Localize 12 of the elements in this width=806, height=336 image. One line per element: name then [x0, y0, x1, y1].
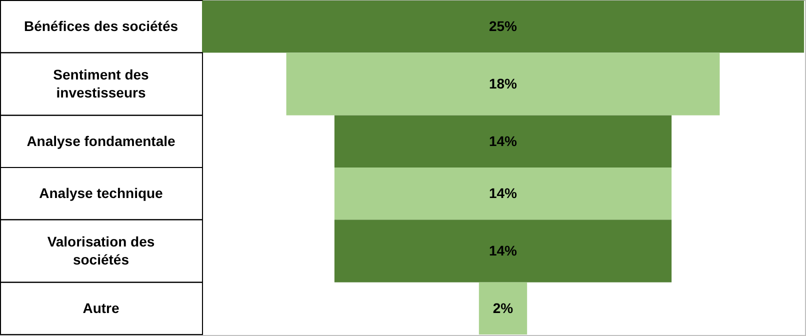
category-label: Analyse technique — [39, 185, 164, 202]
data-label: 25% — [488, 18, 518, 34]
category-label: Bénéfices des sociétés — [24, 18, 178, 34]
data-label: 14% — [488, 185, 518, 202]
category-label: Sentiment des investisseurs — [53, 66, 150, 100]
data-label: 14% — [488, 242, 518, 258]
data-label: 14% — [488, 132, 518, 149]
data-label: 2% — [492, 300, 514, 316]
data-label: 18% — [488, 76, 518, 92]
category-label: Analyse fondamentale — [26, 132, 176, 149]
category-label: Autre — [82, 300, 120, 316]
category-label: Valorisation des sociétés — [47, 234, 155, 268]
